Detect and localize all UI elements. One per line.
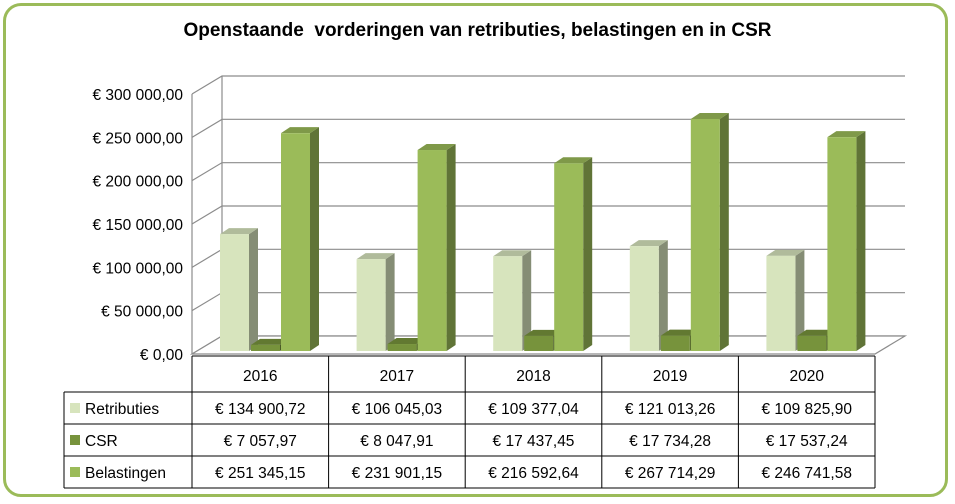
y-tick-label: € 100 000,00: [92, 260, 183, 277]
y-tick-label: € 200 000,00: [92, 174, 183, 191]
data-label: € 121 013,26: [625, 401, 716, 418]
bar-retributies-2018: [493, 250, 532, 351]
legend-key: [70, 467, 80, 477]
data-label: € 17 537,24: [766, 433, 848, 450]
data-label: € 7 057,97: [224, 433, 297, 450]
bar-retributies-2016: [220, 228, 258, 351]
y-tick-label: € 150 000,00: [92, 217, 183, 234]
y-tick-label: € 50 000,00: [101, 304, 183, 321]
data-label: € 267 714,29: [625, 465, 716, 482]
data-label: € 109 825,90: [761, 401, 852, 418]
bar-belastingen-2018: [554, 157, 593, 351]
data-label: € 106 045,03: [352, 401, 443, 418]
x-tick-label: 2017: [380, 368, 414, 385]
legend-key: [70, 403, 80, 413]
data-label: € 8 047,91: [360, 433, 433, 450]
bar-belastingen-2016: [281, 127, 319, 351]
legend-label: Belastingen: [85, 465, 166, 482]
legend-label: CSR: [85, 433, 118, 450]
legend-label: Retributies: [85, 401, 159, 418]
y-tick-label: € 0,00: [140, 347, 183, 364]
x-tick-label: 2018: [516, 368, 550, 385]
data-label: € 246 741,58: [761, 465, 852, 482]
x-tick-label: 2019: [653, 368, 687, 385]
bar-belastingen-2019: [690, 112, 729, 351]
data-label: € 134 900,72: [215, 401, 306, 418]
chart-title: Openstaande vorderingen van retributies,…: [183, 20, 772, 41]
bar-belastingen-2017: [417, 144, 456, 351]
bar-belastingen-2020: [827, 131, 866, 351]
data-label: € 17 437,45: [493, 433, 575, 450]
bar-retributies-2020: [766, 249, 805, 351]
legend-key: [70, 435, 80, 445]
bar-retributies-2017: [356, 253, 395, 351]
data-label: € 109 377,04: [488, 401, 579, 418]
gridline: [191, 75, 905, 95]
data-label: € 17 734,28: [629, 433, 711, 450]
y-tick-label: € 300 000,00: [92, 87, 183, 104]
bar-retributies-2019: [629, 240, 668, 351]
y-tick-label: € 250 000,00: [92, 130, 183, 147]
data-label: € 231 901,15: [352, 465, 443, 482]
x-tick-label: 2016: [243, 368, 277, 385]
x-tick-label: 2020: [789, 368, 824, 385]
data-label: € 216 592,64: [488, 465, 579, 482]
data-label: € 251 345,15: [215, 465, 306, 482]
